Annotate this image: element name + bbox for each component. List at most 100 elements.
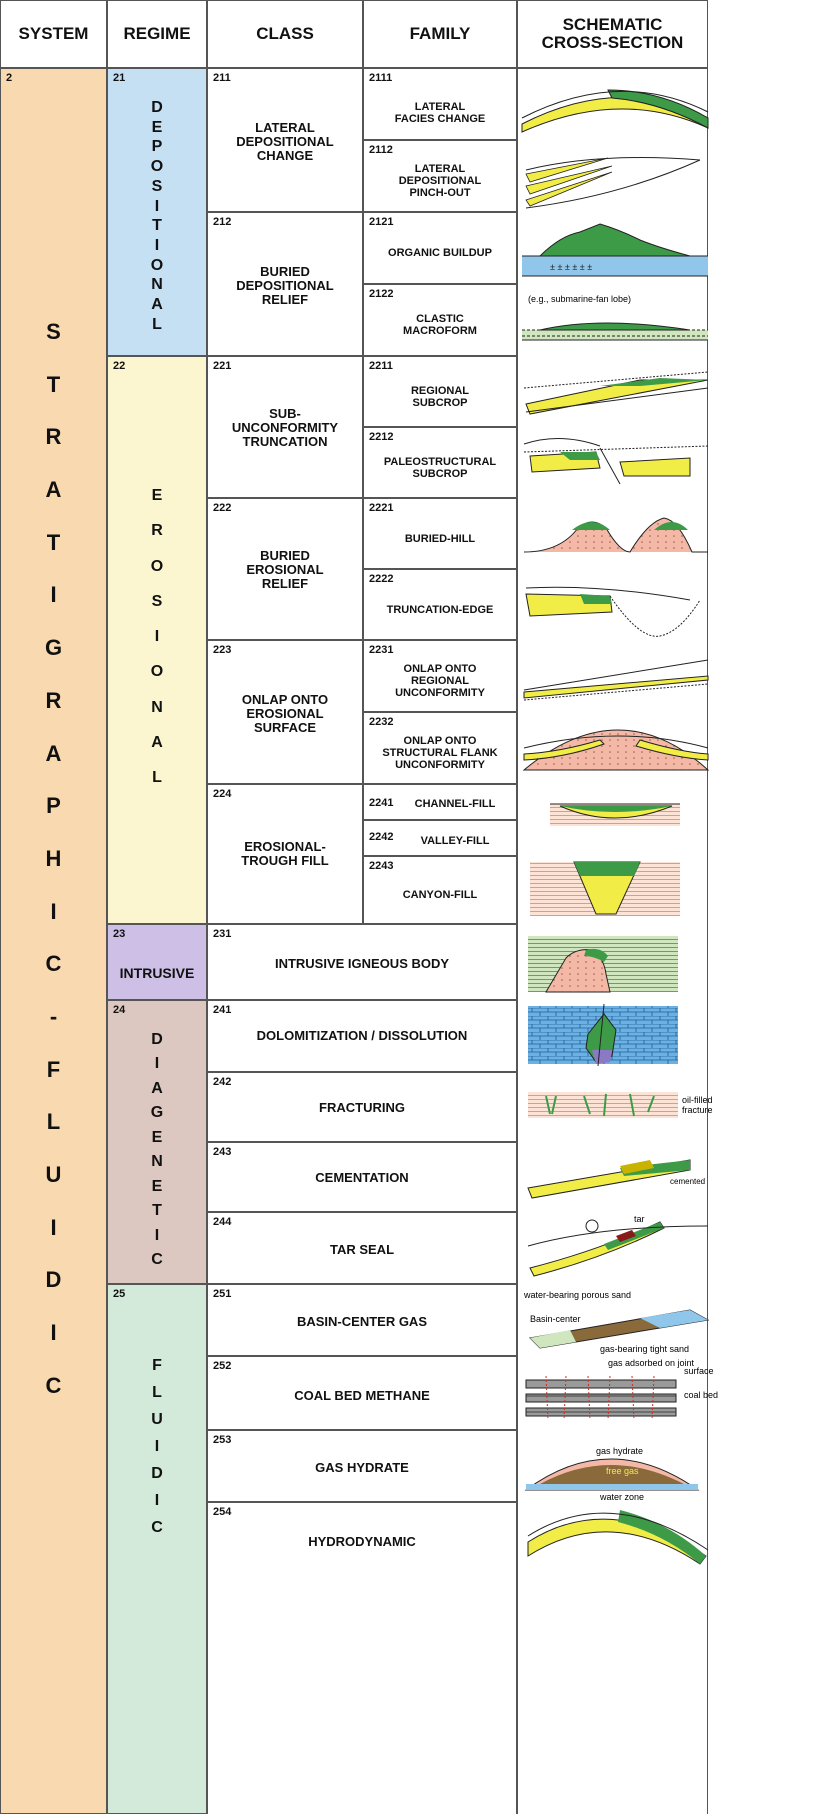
note-coal-bed: coal bed [684,1390,718,1400]
schematic-252: gas adsorbed on joint surface coal bed [525,1358,718,1421]
class-code: 252 [213,1360,232,1372]
vertical-letter: C [151,1250,163,1268]
note-water-bearing: water-bearing porous sand [523,1290,631,1300]
class-211: 211 LATERAL DEPOSITIONAL CHANGE [207,68,363,212]
family-code: 2111 [369,72,393,84]
vertical-letter: I [154,1438,160,1455]
vertical-letter: T [152,1202,162,1220]
vertical-letter: I [154,237,160,255]
family-label: BURIED-HILL [404,533,476,545]
schematic-253: gas hydrate free gas water zone [524,1446,700,1502]
schematic-2232 [522,729,710,771]
class-223: 223 ONLAP ONTO EROSIONAL SURFACE [207,640,363,784]
class-253: 253 GAS HYDRATE [207,1430,517,1502]
note-clastic: (e.g., submarine-fan lobe) [528,294,631,304]
class-code: 211 [213,72,231,84]
family-2242: 2242 VALLEY-FILL [363,820,517,856]
class-label: BURIED EROSIONAL RELIEF [246,548,324,591]
class-label: FRACTURING [319,1100,405,1115]
vertical-letter: D [45,1267,62,1293]
class-label: BASIN-CENTER GAS [296,1314,427,1329]
family-label: ONLAP ONTO REGIONAL UNCONFORMITY [395,663,485,699]
class-code: 251 [213,1288,232,1300]
family-2241: 2241 CHANNEL-FILL [363,784,517,820]
vertical-letter: A [45,740,62,766]
class-label: COAL BED METHANE [294,1388,430,1403]
class-243: 243 CEMENTATION [207,1142,517,1212]
note-oil-filled: oil-filled [682,1095,713,1105]
vertical-letter: I [154,1055,160,1073]
class-label: TAR SEAL [329,1242,395,1257]
regime-intrusive: 23 INTRUSIVE [107,924,207,1000]
vertical-letter: O [150,663,164,681]
regime-intrusive-label: INTRUSIVE [119,965,195,981]
class-code: 212 [213,216,232,228]
vertical-letter: O [150,256,164,274]
family-code: 2211 [369,360,393,372]
family-code: 2243 [369,860,394,872]
class-242: 242 FRACTURING [207,1072,517,1142]
class-label: DOLOMITIZATION / DISSOLUTION [256,1028,468,1043]
vertical-letter: N [151,276,163,294]
family-2221: 2221 BURIED-HILL [363,498,517,569]
vertical-letter: E [151,1128,163,1146]
class-212: 212 BURIED DEPOSITIONAL RELIEF [207,212,363,356]
note-fracture: fracture [682,1105,713,1115]
family-code: 2222 [369,573,394,585]
header-class: CLASS [207,0,363,68]
class-code: 223 [213,644,232,656]
class-label: GAS HYDRATE [315,1460,409,1475]
vertical-letter: A [151,296,163,314]
vertical-letter: R [151,522,163,540]
family-code: 2122 [369,288,394,300]
vertical-letter: R [45,424,62,450]
schematic-2243 [530,861,680,916]
regime-code: 21 [113,72,126,84]
vertical-letter: U [151,1411,163,1428]
class-code: 224 [213,788,232,800]
schematic-244: tar [527,1214,709,1277]
schematic-2221 [523,517,708,553]
schematic-2112 [525,157,701,209]
vertical-letter: L [152,315,162,333]
class-code: 242 [213,1076,232,1088]
note-free-gas: free gas [606,1466,639,1476]
family-2122: 2122 CLASTIC MACROFORM [363,284,517,356]
note-gas-hydrate: gas hydrate [596,1446,643,1456]
note-water-zone: water zone [599,1492,644,1502]
vertical-letter: N [151,698,163,716]
schematic-2231 [523,659,709,701]
class-code: 253 [213,1434,232,1446]
class-224: 224 EROSIONAL- TROUGH FILL [207,784,363,924]
vertical-letter: I [50,1320,57,1346]
family-2232: 2232 ONLAP ONTO STRUCTURAL FLANK UNCONFO… [363,712,517,784]
family-2112: 2112 LATERAL DEPOSITIONAL PINCH-OUT [363,140,517,212]
class-label: BURIED DEPOSITIONAL RELIEF [236,264,334,307]
vertical-letter: D [151,99,163,116]
schematic-2121: ± ± ± ± ± ± [522,223,708,277]
regime-code: 23 [113,928,126,940]
vertical-letter: F [46,1056,61,1082]
header-regime: REGIME [107,0,207,68]
vertical-letter: I [154,628,160,645]
vertical-letter: T [46,371,61,397]
family-code: 2221 [369,502,394,514]
note-tar: tar [634,1214,645,1224]
vertical-letter: O [150,158,164,176]
vertical-letter: R [45,687,62,713]
regime-code: 24 [113,1004,126,1016]
vertical-letter: E [151,118,163,136]
vertical-letter: D [151,1465,163,1482]
schematic-2111 [521,89,709,133]
family-label: CANYON-FILL [402,889,478,901]
family-label: LATERAL DEPOSITIONAL PINCH-OUT [398,163,482,199]
header-family: FAMILY [363,0,517,68]
family-label: CHANNEL-FILL [414,798,496,810]
vertical-letter: A [151,733,163,751]
schematic-2122: (e.g., submarine-fan lobe) [522,294,708,341]
family-label: VALLEY-FILL [420,835,490,847]
schematic-column [517,68,708,1814]
